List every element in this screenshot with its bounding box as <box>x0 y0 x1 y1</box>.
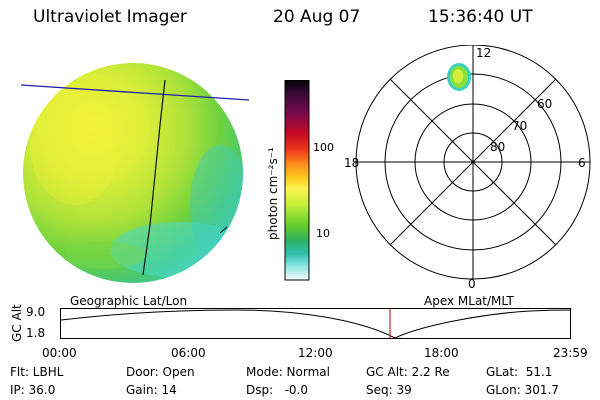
altitude-axis-label: GC Alt <box>10 304 24 342</box>
altitude-tick-1-8: 1.8 <box>26 326 46 340</box>
mlat-label-80: 80 <box>490 140 506 154</box>
apex-label: Apex MLat/MLT <box>424 294 514 308</box>
date-label: 20 Aug 07 <box>273 7 361 27</box>
mlt-label-18: 18 <box>344 156 360 170</box>
latitude-line <box>20 84 250 101</box>
mlat-label-70: 70 <box>512 119 528 133</box>
altitude-curve <box>60 309 572 339</box>
colorbar-unit-label: photon cm⁻²s⁻¹ <box>266 147 280 240</box>
colorbar-tick-100: 100 <box>313 141 334 154</box>
time-tick-1200: 12:00 <box>298 346 333 360</box>
status-gain: Gain: 14 <box>126 383 177 397</box>
status-ip: IP: 36.0 <box>10 383 56 397</box>
time-tick-2359: 23:59 <box>553 346 588 360</box>
altitude-tick-9: 9.0 <box>26 305 46 319</box>
auroral-spot <box>447 63 471 91</box>
time-tick-1800: 18:00 <box>424 346 459 360</box>
longitude-line <box>142 79 166 276</box>
status-filter: Flt: LBHL <box>10 365 64 379</box>
status-seq: Seq: 39 <box>366 383 412 397</box>
mlt-label-0: 0 <box>468 277 476 291</box>
geographic-label: Geographic Lat/Lon <box>70 294 188 308</box>
colorbar-tick-10: 10 <box>316 227 330 240</box>
polar-diagonal-2 <box>389 78 557 246</box>
mlat-label-60: 60 <box>537 97 553 111</box>
polar-mlat-mlt-plot <box>355 45 591 280</box>
time-tick-0000: 00:00 <box>42 346 77 360</box>
instrument-title: Ultraviolet Imager <box>33 7 187 27</box>
time-tick-0600: 06:00 <box>171 346 206 360</box>
color-gradient <box>284 80 310 281</box>
time-label: 15:36:40 UT <box>428 7 533 27</box>
status-gc-alt: GC Alt: 2.2 Re <box>366 365 450 379</box>
status-mode: Mode: Normal <box>246 365 330 379</box>
mlt-label-12: 12 <box>476 46 492 60</box>
altitude-strip-plot <box>60 308 572 339</box>
status-glon: GLon: 301.7 <box>486 383 559 397</box>
status-dsp: Dsp: -0.0 <box>246 383 309 397</box>
limb-tick <box>219 226 228 234</box>
color-scale-bar <box>284 80 310 281</box>
altitude-strip-frame <box>60 308 571 339</box>
status-door: Door: Open <box>126 365 195 379</box>
mlt-label-6: 6 <box>578 156 586 170</box>
status-glat: GLat: 51.1 <box>486 365 553 379</box>
earth-uv-image <box>20 63 250 283</box>
